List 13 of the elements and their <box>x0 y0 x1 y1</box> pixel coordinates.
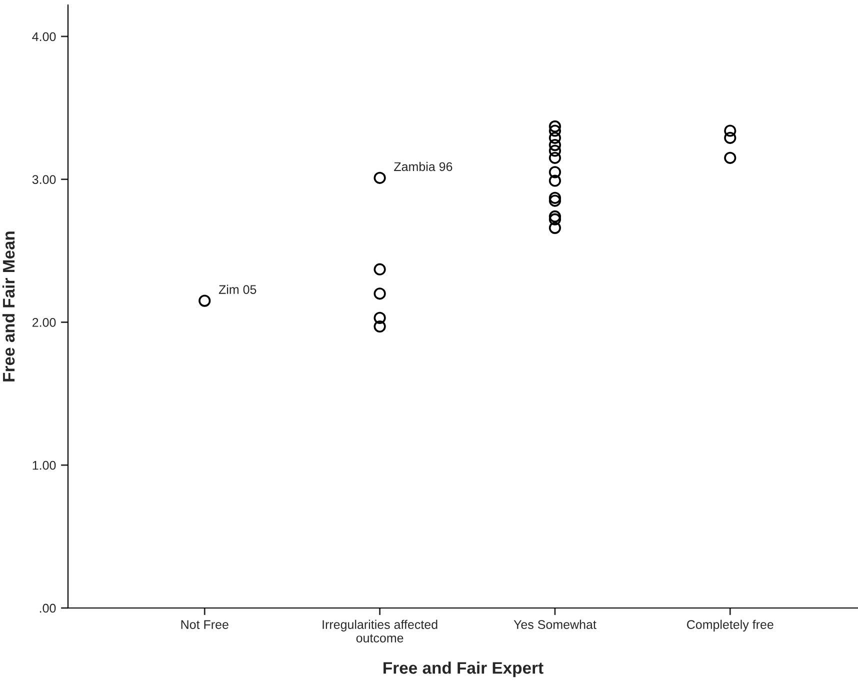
x-tick-label: Completely free <box>687 620 774 632</box>
y-tick-label: 3.00 <box>32 175 56 184</box>
x-tick-label: Yes Somewhat <box>514 620 596 629</box>
annotation: Zambia 96 <box>394 162 452 172</box>
y-tick-label: 1.00 <box>32 460 56 470</box>
x-axis-title: Free and Fair Expert <box>384 662 544 678</box>
x-tick-label: Irregularities affected outcome <box>322 620 438 642</box>
annotation: Zim 05 <box>218 284 256 294</box>
y-tick-label: 4.00 <box>32 32 56 42</box>
y-tick-label: 2.00 <box>32 318 56 327</box>
y-tick-label: .00 <box>40 604 56 613</box>
x-tick-label: Not Free <box>181 620 228 629</box>
y-axis-title: Free and Fair Mean <box>2 232 15 382</box>
